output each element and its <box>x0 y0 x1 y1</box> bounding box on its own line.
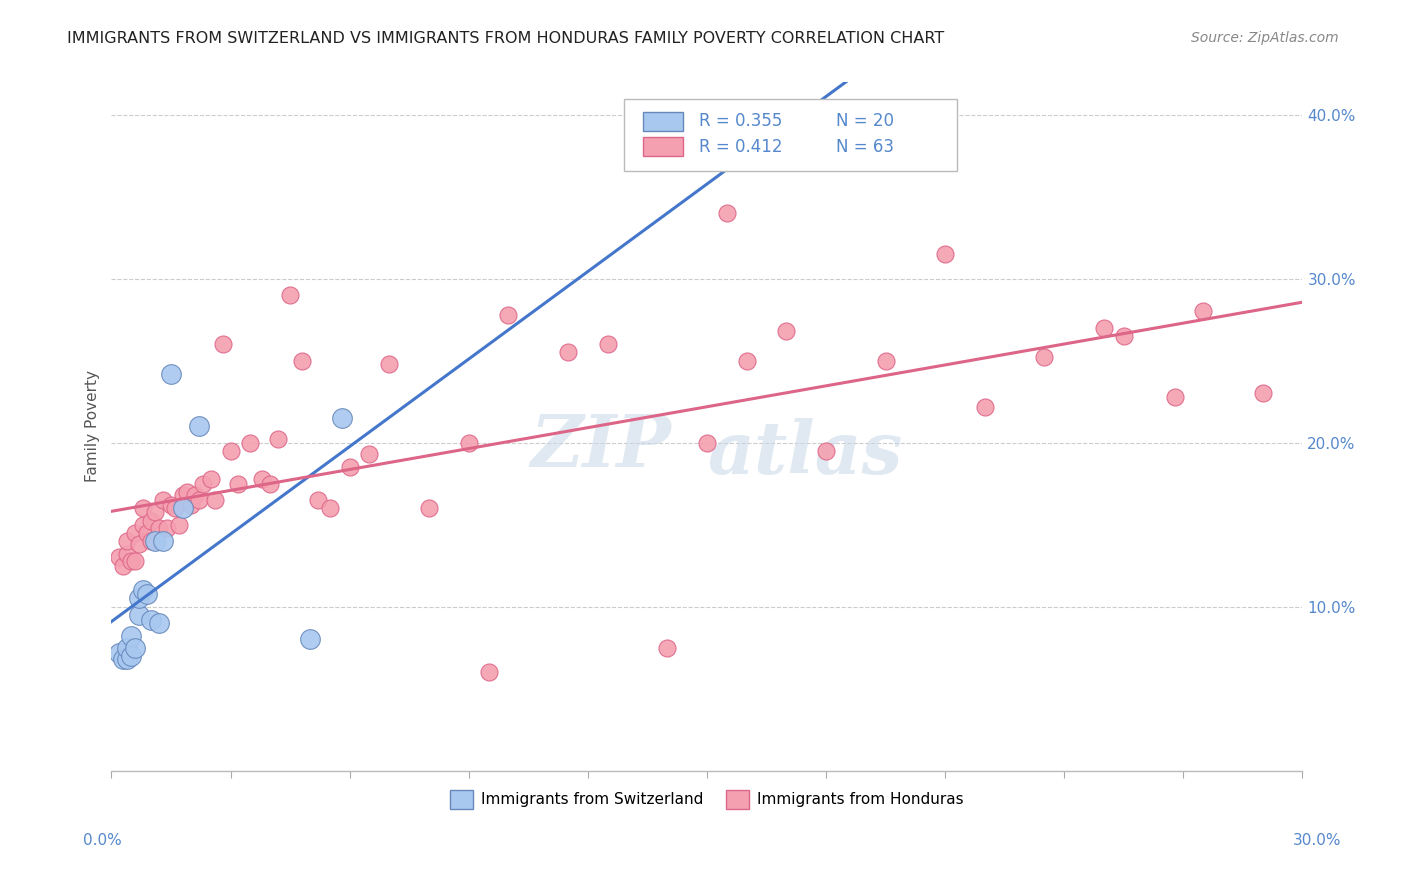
Legend: Immigrants from Switzerland, Immigrants from Honduras: Immigrants from Switzerland, Immigrants … <box>444 784 970 814</box>
Point <box>267 433 290 447</box>
Point <box>112 558 135 573</box>
Point <box>191 476 214 491</box>
Point <box>184 488 207 502</box>
Point <box>112 652 135 666</box>
Point <box>418 501 440 516</box>
Text: ZIP: ZIP <box>530 411 671 483</box>
Point <box>172 488 194 502</box>
Point <box>211 337 233 351</box>
Point <box>139 515 162 529</box>
Point <box>973 400 995 414</box>
Point <box>716 206 738 220</box>
Point <box>557 345 579 359</box>
Point <box>167 517 190 532</box>
Point <box>200 472 222 486</box>
Point <box>132 501 155 516</box>
Point <box>228 476 250 491</box>
Text: 0.0%: 0.0% <box>83 833 122 847</box>
Point <box>108 646 131 660</box>
Point <box>875 353 897 368</box>
Point <box>180 498 202 512</box>
Text: IMMIGRANTS FROM SWITZERLAND VS IMMIGRANTS FROM HONDURAS FAMILY POVERTY CORRELATI: IMMIGRANTS FROM SWITZERLAND VS IMMIGRANT… <box>67 31 945 46</box>
Point <box>176 484 198 499</box>
Point <box>696 435 718 450</box>
Point <box>339 460 361 475</box>
Point <box>117 547 139 561</box>
Point <box>152 493 174 508</box>
FancyBboxPatch shape <box>643 112 683 131</box>
Point <box>124 640 146 655</box>
Point <box>143 505 166 519</box>
Point <box>252 472 274 486</box>
Point <box>132 583 155 598</box>
Point <box>136 586 159 600</box>
Text: Source: ZipAtlas.com: Source: ZipAtlas.com <box>1191 31 1339 45</box>
Point <box>498 308 520 322</box>
Point <box>117 640 139 655</box>
Point <box>136 525 159 540</box>
Point <box>298 632 321 647</box>
Point <box>156 521 179 535</box>
Point <box>128 537 150 551</box>
Point <box>152 534 174 549</box>
Text: N = 63: N = 63 <box>835 137 894 155</box>
Point <box>359 447 381 461</box>
Point <box>132 517 155 532</box>
Text: R = 0.355: R = 0.355 <box>699 112 782 130</box>
Point <box>278 288 301 302</box>
Point <box>139 534 162 549</box>
Point <box>187 419 209 434</box>
Point <box>1112 329 1135 343</box>
Point <box>775 324 797 338</box>
Text: 30.0%: 30.0% <box>1294 833 1341 847</box>
Point <box>319 501 342 516</box>
Point <box>117 652 139 666</box>
Point <box>378 357 401 371</box>
Point <box>1033 351 1056 365</box>
Point <box>139 613 162 627</box>
Text: R = 0.412: R = 0.412 <box>699 137 782 155</box>
Point <box>291 353 314 368</box>
Point <box>219 443 242 458</box>
Point <box>1164 390 1187 404</box>
Point <box>172 501 194 516</box>
Point <box>1192 304 1215 318</box>
Point <box>120 554 142 568</box>
Point <box>815 443 838 458</box>
Point <box>128 607 150 622</box>
Point <box>204 493 226 508</box>
Point <box>187 493 209 508</box>
Point <box>128 591 150 606</box>
Point <box>124 525 146 540</box>
Point <box>160 367 183 381</box>
Point <box>117 534 139 549</box>
Point <box>120 648 142 663</box>
Point <box>124 554 146 568</box>
Point <box>148 616 170 631</box>
Point <box>478 665 501 680</box>
Point <box>735 353 758 368</box>
Point <box>1251 386 1274 401</box>
FancyBboxPatch shape <box>643 137 683 156</box>
Point <box>330 411 353 425</box>
Point <box>307 493 329 508</box>
Point <box>457 435 479 450</box>
Point <box>143 534 166 549</box>
Point <box>160 498 183 512</box>
Point <box>596 337 619 351</box>
Point <box>163 501 186 516</box>
Point <box>657 640 679 655</box>
Point <box>120 629 142 643</box>
Point <box>239 435 262 450</box>
FancyBboxPatch shape <box>624 99 957 171</box>
Point <box>934 247 956 261</box>
Point <box>1092 321 1115 335</box>
Text: N = 20: N = 20 <box>835 112 894 130</box>
Text: atlas: atlas <box>707 418 903 490</box>
Point <box>148 521 170 535</box>
Point <box>259 476 281 491</box>
Y-axis label: Family Poverty: Family Poverty <box>86 370 100 483</box>
Point <box>108 550 131 565</box>
